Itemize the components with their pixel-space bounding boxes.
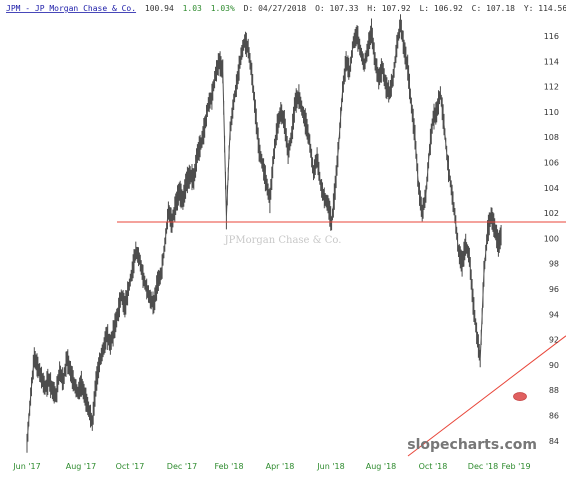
y-tick-label: 114 bbox=[544, 57, 559, 66]
close-readout: C: 107.18 bbox=[472, 4, 516, 13]
y-tick-label: 106 bbox=[544, 158, 559, 167]
y-tick-label: 96 bbox=[549, 285, 559, 294]
y-tick-label: 110 bbox=[544, 108, 559, 117]
x-tick-label: Jun '18 bbox=[316, 462, 344, 471]
diagonal-trendline bbox=[407, 335, 566, 457]
svg-text:JPM - JP Morgan Chase & Co.: JPM - JP Morgan Chase & Co. 100.94 1.03 … bbox=[6, 4, 566, 13]
x-tick-label: Dec '17 bbox=[167, 462, 197, 471]
x-tick-label: Apr '18 bbox=[266, 462, 295, 471]
y-tick-label: 98 bbox=[549, 260, 559, 269]
y-axis: 84 86 88 90 92 94 96 98 100 102 104 106 108 110 112 114… bbox=[544, 32, 559, 446]
y-tick-label: 116 bbox=[544, 32, 559, 41]
price-marker bbox=[513, 392, 527, 401]
x-tick-label: Aug '17 bbox=[66, 462, 97, 471]
y-tick-label: 104 bbox=[544, 184, 559, 193]
change-percent: 1.03% bbox=[211, 4, 235, 13]
x-tick-label: Feb '18 bbox=[214, 462, 243, 471]
x-tick-label: Jun '17 bbox=[12, 462, 40, 471]
symbol-link[interactable]: JPM - JP Morgan Chase & Co. bbox=[6, 4, 136, 13]
y-tick-label: 86 bbox=[549, 412, 559, 421]
y-tick-label: 90 bbox=[549, 361, 559, 370]
brand-logo: slopecharts.com bbox=[407, 437, 537, 453]
y-tick-label: 112 bbox=[544, 83, 559, 92]
price-series bbox=[26, 14, 502, 453]
high-readout: H: 107.92 bbox=[367, 4, 411, 13]
open-readout: O: 107.33 bbox=[315, 4, 359, 13]
x-axis: Jun '17 Aug '17 Oct '17 Dec '17 Feb '18 Apr '… bbox=[12, 462, 530, 471]
y-tick-label: 84 bbox=[549, 437, 559, 446]
y-readout: Y: 114.56 bbox=[524, 4, 566, 13]
y-tick-label: 92 bbox=[549, 336, 559, 345]
last-price: 100.94 bbox=[145, 4, 174, 13]
trend-lines bbox=[117, 221, 566, 457]
x-tick-label: Oct '18 bbox=[419, 462, 448, 471]
x-tick-label: Dec '18 bbox=[468, 462, 498, 471]
price-line bbox=[26, 14, 502, 453]
x-tick-label: Oct '17 bbox=[116, 462, 145, 471]
y-tick-label: 88 bbox=[549, 386, 559, 395]
y-tick-label: 100 bbox=[544, 234, 559, 243]
y-tick-label: 108 bbox=[544, 133, 559, 142]
change-value: 1.03 bbox=[183, 4, 202, 13]
date-readout: D: 04/27/2018 bbox=[244, 4, 307, 13]
x-tick-label: Feb '19 bbox=[501, 462, 530, 471]
watermark: JPMorgan Chase & Co. bbox=[224, 235, 342, 246]
x-tick-label: Aug '18 bbox=[366, 462, 397, 471]
y-tick-label: 102 bbox=[544, 209, 559, 218]
low-readout: L: 106.92 bbox=[419, 4, 463, 13]
y-tick-label: 94 bbox=[549, 310, 559, 319]
